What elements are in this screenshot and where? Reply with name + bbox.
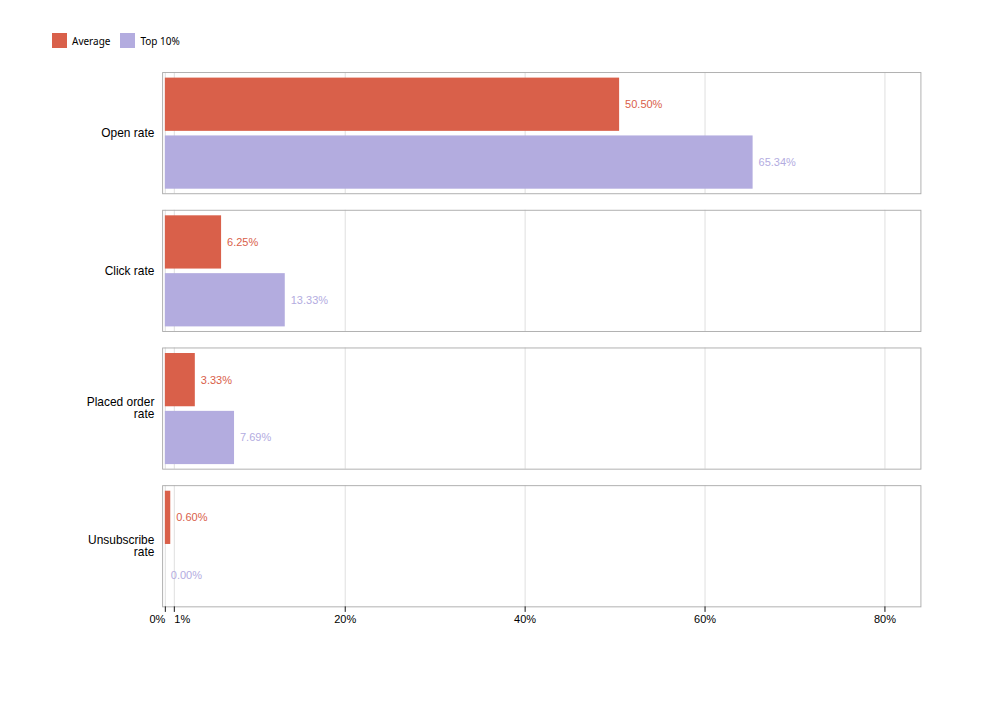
svg-text:Click rate: Click rate	[105, 264, 155, 278]
svg-text:20%: 20%	[334, 613, 356, 625]
svg-text:0.00%: 0.00%	[171, 569, 202, 581]
svg-text:1%: 1%	[174, 613, 190, 625]
html-text:Average: Average	[72, 33, 111, 48]
svg-text:65.34%: 65.34%	[759, 156, 797, 168]
svg-text:60%: 60%	[694, 613, 716, 625]
html-text:Top 10%: Top 10%	[140, 33, 180, 48]
svg-text:3.33%: 3.33%	[201, 374, 232, 386]
svg-text:0.60%: 0.60%	[176, 511, 207, 523]
svg-text:13.33%: 13.33%	[291, 294, 329, 306]
svg-text:0%: 0%	[149, 613, 165, 625]
svg-text:40%: 40%	[514, 613, 536, 625]
svg-text:50.50%: 50.50%	[625, 98, 663, 110]
svg-text:Unsubscriberate: Unsubscriberate	[88, 533, 155, 559]
svg-text:80%: 80%	[874, 613, 896, 625]
svg-text:6.25%: 6.25%	[227, 236, 258, 248]
svg-text:Open rate: Open rate	[101, 126, 154, 140]
svg-text:7.69%: 7.69%	[240, 431, 271, 443]
svg-text:Placed orderrate: Placed orderrate	[87, 395, 155, 421]
